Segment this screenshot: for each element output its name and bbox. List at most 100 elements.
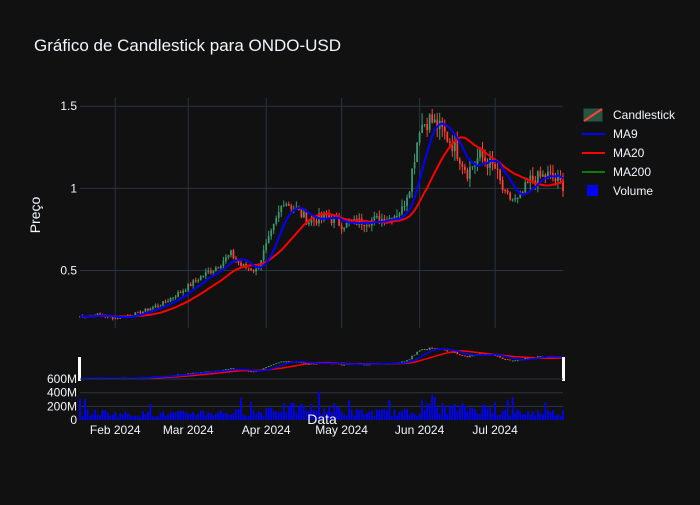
navigator-candle	[408, 359, 411, 361]
legend-item-candlestick[interactable]: Candlestick	[583, 108, 676, 122]
volume-bar	[320, 414, 323, 420]
candle-body	[275, 217, 278, 224]
candle-body	[557, 176, 559, 181]
candle-body	[277, 212, 280, 218]
candle-body	[300, 209, 303, 218]
candle-body	[416, 142, 418, 163]
candle-body	[154, 305, 157, 308]
volume-bar	[285, 412, 288, 420]
volume-bar	[89, 415, 91, 420]
volume-bar	[386, 410, 388, 420]
navigator-candle	[496, 355, 499, 357]
navigator-candle	[368, 364, 371, 366]
candle-body	[345, 221, 348, 228]
navigator-candle	[270, 365, 273, 367]
volume-bar	[539, 413, 542, 420]
price-tick-label: 0.5	[60, 264, 77, 278]
volume-bar	[413, 413, 416, 420]
candle-body	[247, 267, 250, 269]
candle-body	[406, 197, 408, 206]
volume-bar	[159, 412, 162, 420]
volume-bar	[353, 415, 356, 420]
volume-bar	[443, 405, 446, 420]
candle-body	[308, 222, 310, 225]
candle-body	[280, 206, 283, 213]
navigator-candle	[247, 370, 250, 372]
volume-bar	[335, 406, 338, 420]
volume-bar	[247, 416, 250, 420]
volume-bar	[350, 409, 353, 420]
price-grid	[80, 98, 563, 328]
volume-bar	[310, 404, 313, 420]
candle-body	[217, 267, 220, 269]
volume-bar	[192, 411, 195, 420]
volume-bar	[250, 401, 252, 420]
candle-body	[411, 168, 413, 192]
volume-bar	[519, 410, 522, 420]
legend-swatch-volume	[587, 185, 598, 196]
candle-body	[443, 127, 446, 132]
volume-bar	[119, 413, 122, 420]
volume-bar	[230, 414, 232, 420]
volume-bar	[297, 406, 300, 420]
range-slider-left-handle[interactable]	[78, 357, 81, 381]
candle-body	[403, 205, 406, 207]
navigator-candle	[303, 362, 305, 364]
volume-bar	[557, 414, 559, 420]
volume-bar	[464, 405, 466, 420]
volume-grid	[80, 378, 563, 407]
candle-body	[368, 225, 371, 227]
volume-bar	[114, 411, 117, 420]
volume-bar	[423, 409, 426, 420]
candle-body	[262, 250, 265, 261]
range-slider[interactable]	[78, 347, 565, 381]
candle-body	[479, 149, 481, 159]
candle-body	[230, 250, 232, 256]
volume-bar	[167, 414, 169, 420]
legend-item-ma9[interactable]: MA9	[582, 127, 638, 141]
candle-body	[164, 301, 167, 303]
legend-item-ma20[interactable]: MA20	[582, 146, 645, 160]
legend-label-ma20: MA20	[613, 146, 645, 160]
candle-body	[232, 250, 235, 259]
volume-bar	[393, 409, 396, 420]
navigator-candle	[466, 355, 469, 358]
volume-bar	[131, 416, 134, 420]
candle-body	[340, 225, 343, 230]
volume-bar	[262, 415, 265, 420]
candle-body	[240, 262, 242, 266]
volume-bar	[521, 414, 524, 420]
volume-bar	[451, 406, 454, 420]
candle-body	[290, 205, 293, 210]
legend-item-ma200[interactable]: MA200	[582, 165, 651, 179]
legend-item-volume[interactable]: Volume	[587, 184, 653, 198]
volume-bar	[303, 405, 305, 420]
candle-body	[531, 175, 534, 181]
candle-body	[222, 261, 225, 267]
x-tick-label: Apr 2024	[242, 423, 291, 437]
volume-bar	[260, 412, 263, 420]
volume-bar	[433, 396, 436, 420]
candle-body	[365, 225, 368, 227]
volume-bar	[308, 411, 310, 420]
volume-bar	[534, 415, 537, 420]
candle-body	[514, 198, 517, 200]
volume-bar	[536, 410, 539, 420]
legend[interactable]: Candlestick MA9 MA20 MA200 Volume	[582, 108, 676, 198]
volume-bar	[514, 412, 517, 420]
candle-body	[157, 305, 159, 307]
volume-bar	[380, 409, 383, 420]
price-tick-label: 1.5	[60, 99, 77, 113]
navigator-candle	[428, 347, 431, 350]
volume-bar	[340, 411, 343, 420]
volume-bar	[411, 412, 413, 420]
candle-body	[189, 284, 192, 286]
navigator-candle	[446, 350, 449, 352]
volume-bar	[348, 400, 351, 420]
candle-body	[562, 180, 564, 192]
volume-bar	[552, 410, 554, 420]
range-slider-right-handle[interactable]	[562, 357, 565, 381]
volume-bar	[479, 414, 481, 420]
candle-body	[323, 212, 325, 219]
